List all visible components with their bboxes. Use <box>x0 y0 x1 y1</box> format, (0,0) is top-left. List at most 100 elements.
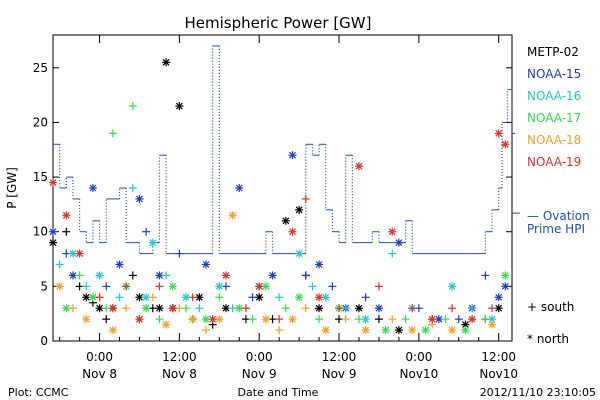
legend-entry: METP-02 <box>527 45 579 59</box>
south-marker <box>175 249 184 258</box>
north-marker <box>49 227 57 236</box>
north-marker <box>321 326 330 335</box>
x-tick-time: 0:00 <box>405 350 432 364</box>
legend-entry: NOAA-18 <box>527 133 581 147</box>
x-tick-time: 12:00 <box>162 350 197 364</box>
south-marker <box>128 271 137 280</box>
north-marker <box>168 304 177 313</box>
north-marker <box>49 178 57 187</box>
north-marker <box>62 211 71 220</box>
north-marker <box>221 271 230 280</box>
south-marker <box>448 304 457 313</box>
south-marker <box>55 260 64 269</box>
south-marker <box>128 184 137 192</box>
north-marker <box>355 162 363 171</box>
south-marker <box>315 315 324 324</box>
north-marker <box>162 58 171 67</box>
marker-legend: + south * north <box>527 300 574 346</box>
north-marker <box>255 282 264 291</box>
south-marker <box>108 129 117 138</box>
north-marker <box>162 320 171 329</box>
south-marker <box>301 194 310 203</box>
north-marker <box>208 315 217 324</box>
south-marker <box>115 293 124 302</box>
north-marker <box>75 249 84 258</box>
north-marker <box>82 315 91 324</box>
south-marker <box>388 315 397 324</box>
north-marker <box>468 315 477 324</box>
x-tick-time: 0:00 <box>86 350 113 364</box>
south-marker <box>122 282 131 291</box>
north-marker <box>501 282 510 291</box>
south-marker <box>401 315 410 324</box>
south-marker <box>301 304 310 313</box>
north-marker <box>448 282 457 291</box>
south-marker <box>388 249 397 258</box>
north-marker <box>501 140 510 149</box>
x-axis-label: Date and Time <box>238 386 319 399</box>
south-marker <box>162 271 171 280</box>
north-marker <box>228 211 237 220</box>
legend-entry: NOAA-17 <box>527 111 581 125</box>
south-marker <box>95 293 104 302</box>
south-marker <box>361 293 370 302</box>
south-marker <box>468 304 477 313</box>
plot-timestamp: 2012/11/10 23:10:05 <box>480 386 596 399</box>
north-marker <box>168 282 177 291</box>
north-marker <box>394 326 403 335</box>
north-marker <box>215 315 224 324</box>
north-marker <box>268 271 277 280</box>
y-tick-label: 25 <box>33 61 48 75</box>
y-tick-label: 20 <box>33 115 48 129</box>
south-marker <box>122 304 131 313</box>
south-marker <box>355 315 363 324</box>
south-marker <box>248 293 257 302</box>
north-marker <box>421 326 430 335</box>
south-marker <box>75 271 84 280</box>
north-marker <box>135 315 144 324</box>
south-marker <box>128 102 137 111</box>
north-marker <box>95 271 104 280</box>
north-marker <box>88 184 97 192</box>
y-axis: 0 5 10 15 20 25 <box>33 61 512 348</box>
y-tick-label: 10 <box>33 225 48 239</box>
south-marker <box>202 326 210 335</box>
north-marker <box>355 304 363 313</box>
north-marker <box>295 293 304 302</box>
north-marker <box>115 260 124 269</box>
north-marker <box>428 315 437 324</box>
north-marker <box>288 151 297 160</box>
north-marker <box>281 216 290 225</box>
north-marker <box>381 326 390 335</box>
north-marker <box>62 304 71 313</box>
south-marker <box>275 293 284 302</box>
x-tick-date: Nov10 <box>479 367 518 381</box>
north-marker <box>221 304 230 313</box>
north-marker <box>394 238 403 247</box>
north-marker <box>261 315 270 324</box>
legend-entry: NOAA-16 <box>527 89 581 103</box>
south-marker <box>82 282 91 291</box>
south-marker <box>488 304 497 313</box>
south-marker <box>335 304 344 313</box>
x-tick-time: 12:00 <box>481 350 516 364</box>
north-marker <box>175 102 184 111</box>
chart-title: Hemispheric Power [GW] <box>185 14 372 32</box>
data-points <box>49 58 510 335</box>
south-marker <box>481 315 490 324</box>
north-marker <box>501 271 510 280</box>
north-marker <box>148 238 157 247</box>
y-tick-label: 0 <box>40 334 48 348</box>
south-marker <box>281 304 290 313</box>
north-marker <box>202 260 210 269</box>
north-marker <box>155 304 164 313</box>
south-marker <box>441 315 450 324</box>
north-marker <box>261 282 270 291</box>
south-marker <box>62 227 71 236</box>
south-marker <box>275 326 284 335</box>
ovation-prime-hpi-line <box>53 45 520 255</box>
marker-legend-entry: * north <box>527 332 569 346</box>
north-marker <box>215 282 224 291</box>
south-marker <box>148 293 157 302</box>
